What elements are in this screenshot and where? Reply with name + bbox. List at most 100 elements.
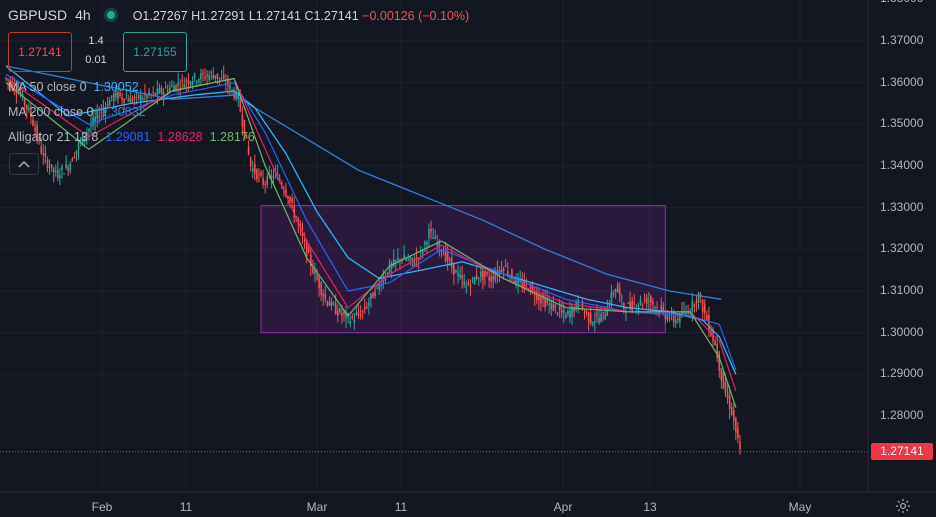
candle-body (23, 98, 26, 106)
candle-body (359, 313, 362, 317)
candle-body (440, 251, 443, 253)
candle-body (720, 368, 723, 381)
candle-body (36, 125, 38, 139)
candle-body (204, 76, 206, 79)
candle-body (345, 312, 347, 319)
candle-body (413, 262, 416, 266)
candle-body (361, 311, 364, 313)
candle-body (46, 159, 49, 169)
candle-body (258, 174, 260, 176)
candle-body (372, 293, 374, 298)
legend-ma50[interactable]: MA 50 close 0 1.30052 (8, 80, 139, 94)
change-value: −0.00126 (−0.10%) (362, 9, 470, 23)
candle-body (714, 340, 716, 346)
spread-display: 1.4 0.01 (76, 32, 116, 70)
x-tick-label: 11 (394, 500, 408, 514)
candle-body (200, 73, 202, 80)
candle-body (403, 254, 405, 259)
candle-body (241, 114, 244, 127)
candle-body (397, 257, 399, 260)
buy-button[interactable]: 1.27155 (123, 32, 187, 72)
candle-body (664, 314, 667, 319)
candle-body (560, 310, 563, 313)
candle-body (544, 297, 546, 308)
candle-body (171, 85, 173, 87)
alligator-lips-value: 1.28176 (209, 130, 255, 144)
ma200-value: 1.30832 (100, 105, 146, 119)
x-tick-label: 11 (179, 500, 193, 514)
candle-body (455, 270, 457, 273)
ma50-label: MA 50 close 0 (8, 80, 87, 94)
candle-body (693, 304, 696, 307)
candle-body (318, 277, 320, 289)
legend-alligator[interactable]: Alligator 21 13 8 1.29081 1.28628 1.2817… (8, 130, 255, 144)
candle-body (585, 310, 588, 313)
candle-body (220, 77, 223, 80)
candle-body (90, 125, 92, 127)
candle-body (212, 74, 215, 79)
candle-body (30, 110, 32, 118)
y-tick-label: 1.37000 (880, 33, 924, 47)
candle-body (100, 111, 103, 113)
candle-body (596, 313, 598, 316)
candle-body (303, 239, 306, 242)
candle-body (77, 142, 80, 150)
candle-body (716, 343, 718, 359)
candle-body (426, 242, 428, 245)
candle-body (469, 285, 472, 288)
sell-button[interactable]: 1.27141 (8, 32, 72, 72)
candle-body (193, 73, 196, 79)
candle-body (365, 307, 368, 309)
alligator-teeth-value: 1.28628 (157, 130, 203, 144)
chevron-up-icon[interactable] (9, 153, 39, 175)
candle-body (181, 79, 184, 81)
candle-body (79, 139, 82, 143)
candle-body (177, 82, 179, 86)
candle-body (703, 304, 706, 313)
candle-body (50, 164, 53, 169)
candle-body (415, 257, 418, 259)
last-price-tag: 1.27141 (871, 443, 933, 460)
candle-body (399, 259, 401, 261)
candle-body (44, 153, 47, 157)
candle-body (343, 311, 345, 314)
candle-body (173, 86, 175, 93)
candle-body (718, 351, 721, 371)
candle-body (137, 94, 140, 99)
candle-body (314, 271, 316, 275)
candle-body (728, 395, 731, 410)
candle-body (326, 301, 329, 306)
candle-body (262, 178, 264, 185)
candle-body (160, 87, 163, 93)
timeframe-label[interactable]: 4h (75, 7, 91, 23)
candle-body (450, 258, 453, 268)
gear-icon[interactable] (894, 497, 912, 515)
candle-body (608, 305, 611, 307)
candle-body (305, 240, 308, 257)
candle-body (166, 89, 169, 93)
candle-body (15, 90, 18, 94)
symbol-name[interactable]: GBPUSD (8, 7, 68, 23)
candle-body (471, 277, 474, 279)
candle-body (712, 331, 714, 342)
candle-body (701, 299, 704, 312)
candle-body (349, 321, 351, 324)
legend-ma200[interactable]: MA 200 close 0 1.30832 (8, 105, 146, 119)
candle-body (735, 417, 737, 433)
candle-body (500, 270, 503, 272)
candle-body (148, 91, 150, 95)
candle-body (293, 206, 296, 218)
candle-body (54, 170, 57, 173)
candle-body (380, 285, 383, 287)
candle-body (179, 87, 181, 89)
candle-body (645, 297, 648, 304)
x-tick-label: Feb (91, 500, 113, 514)
candle-body (494, 275, 497, 281)
candle-body (446, 251, 449, 262)
candle-body (488, 276, 490, 281)
candle-body (129, 96, 132, 103)
candle-body (334, 302, 337, 315)
candle-body (131, 98, 134, 102)
range-box (260, 205, 666, 334)
